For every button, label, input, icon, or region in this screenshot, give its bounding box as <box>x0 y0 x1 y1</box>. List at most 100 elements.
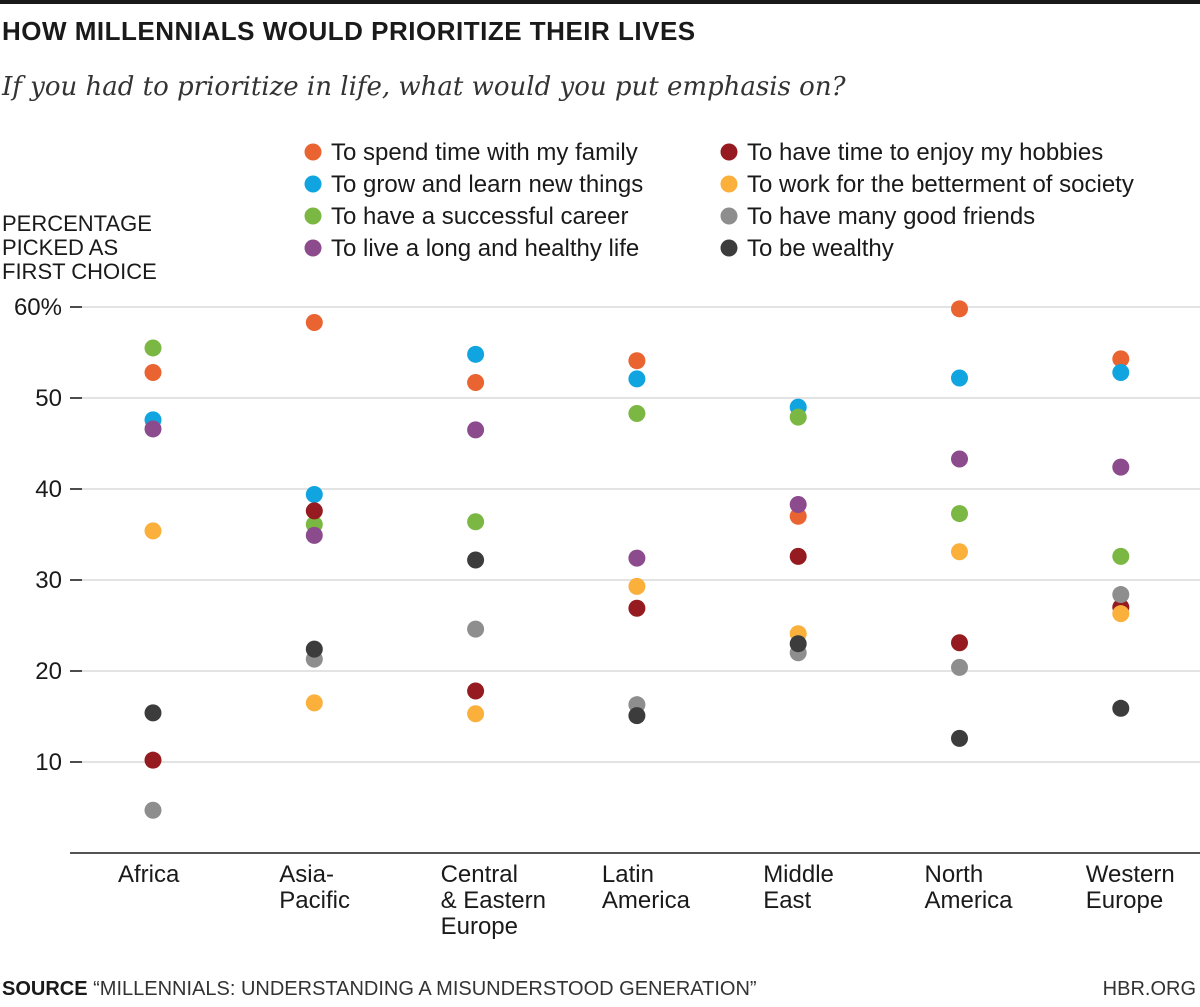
data-point <box>789 495 807 513</box>
data-point <box>951 300 968 318</box>
data-point <box>467 421 485 439</box>
data-point <box>305 526 323 544</box>
x-category-label: Africa <box>118 861 180 888</box>
data-point <box>144 364 162 382</box>
data-point <box>951 505 968 523</box>
data-point <box>144 420 162 438</box>
data-point <box>951 450 968 468</box>
data-point <box>1112 605 1130 623</box>
legend-swatch <box>720 143 738 161</box>
x-category-label: Western Europe <box>1086 861 1175 914</box>
x-category-label-line: Asia- <box>279 861 334 888</box>
x-category-label-line: Africa <box>118 861 180 888</box>
data-point <box>628 549 646 567</box>
x-category-label-line: East <box>763 887 811 914</box>
legend-swatch <box>304 207 322 225</box>
legend-swatch <box>720 175 738 193</box>
y-tick-label: 30 <box>35 567 62 594</box>
data-point <box>467 682 485 700</box>
x-category-label: Middle East <box>763 861 834 914</box>
y-axis-label-line: PICKED AS <box>2 235 119 260</box>
top-rule <box>0 0 1200 4</box>
y-tick-label: 10 <box>35 749 62 776</box>
x-category-label: Latin America <box>602 861 691 914</box>
source-text: “MILLENNIALS: UNDERSTANDING A MISUNDERST… <box>93 978 757 1000</box>
y-tick-label: 40 <box>35 476 62 503</box>
legend-label: To have a successful career <box>331 203 628 230</box>
x-category-label: North America <box>925 861 1014 914</box>
data-point <box>467 345 485 363</box>
y-axis-label-line: FIRST CHOICE <box>2 259 157 284</box>
data-point <box>789 507 807 525</box>
source-note: SOURCE “MILLENNIALS: UNDERSTANDING A MIS… <box>2 978 757 1001</box>
legend-label: To live a long and healthy life <box>331 235 639 262</box>
data-point <box>628 707 646 725</box>
data-point <box>144 522 162 540</box>
data-point <box>305 313 323 331</box>
x-category-label-line: Pacific <box>279 887 350 914</box>
data-point <box>305 485 323 503</box>
legend-label: To work for the betterment of society <box>747 171 1134 198</box>
data-point <box>1112 458 1130 476</box>
data-point <box>305 640 323 658</box>
data-point <box>144 339 162 357</box>
y-tick-label: 20 <box>35 658 62 685</box>
legend-label: To grow and learn new things <box>331 171 643 198</box>
x-category-label: Asia-Pacific <box>279 861 350 914</box>
legend-label: To be wealthy <box>747 235 894 262</box>
legend-swatch <box>304 143 322 161</box>
data-point <box>467 513 485 531</box>
data-point <box>467 620 485 638</box>
data-point <box>951 658 968 676</box>
data-point <box>628 352 646 370</box>
data-point <box>467 374 485 392</box>
data-point <box>144 751 162 769</box>
data-point <box>628 370 646 388</box>
source-label: SOURCE <box>2 978 88 1000</box>
data-point <box>467 705 485 723</box>
data-point <box>1112 350 1130 368</box>
x-category-label-line: Western <box>1086 861 1175 888</box>
chart-subtitle: If you had to prioritize in life, what w… <box>2 72 846 102</box>
y-axis-label-line: PERCENTAGE <box>2 211 152 236</box>
chart-title: HOW MILLENNIALS WOULD PRIORITIZE THEIR L… <box>2 16 696 46</box>
data-point <box>144 801 162 819</box>
x-category-label-line: Europe <box>1086 887 1163 914</box>
data-point <box>951 729 968 747</box>
y-tick-label: 60% <box>14 294 62 321</box>
data-point <box>628 577 646 595</box>
data-point <box>1112 586 1130 604</box>
data-point <box>467 551 485 569</box>
data-point <box>789 547 807 565</box>
data-point <box>951 543 968 561</box>
data-point <box>1112 364 1130 382</box>
x-category-label-line: America <box>602 887 691 914</box>
legend-swatch <box>720 207 738 225</box>
legend-label: To have many good friends <box>747 203 1035 230</box>
legend-label: To spend time with my family <box>331 139 638 166</box>
data-point <box>951 369 968 387</box>
legend-label: To have time to enjoy my hobbies <box>747 139 1103 166</box>
data-point <box>789 635 807 653</box>
data-point <box>628 404 646 422</box>
data-point <box>144 704 162 722</box>
y-tick-label: 50 <box>35 385 62 412</box>
data-point <box>305 694 323 712</box>
data-point <box>628 599 646 617</box>
data-point <box>1112 699 1130 717</box>
x-category-label-line: Middle <box>763 861 834 888</box>
data-point <box>951 634 968 652</box>
y-axis-label: PERCENTAGE PICKED AS FIRST CHOICE <box>2 212 202 284</box>
x-category-label-line: Latin <box>602 861 654 888</box>
x-category-label-line: & Eastern <box>441 887 546 914</box>
legend-swatch <box>720 239 738 257</box>
x-category-label-line: America <box>925 887 1014 914</box>
x-category-label: Central & Eastern Europe <box>441 861 546 940</box>
x-category-label-line: Europe <box>441 913 518 940</box>
x-category-label-line: Central <box>441 861 518 888</box>
legend-swatch <box>304 175 322 193</box>
data-point <box>789 408 807 426</box>
data-point <box>1112 547 1130 565</box>
site-credit: HBR.ORG <box>1102 978 1196 1000</box>
